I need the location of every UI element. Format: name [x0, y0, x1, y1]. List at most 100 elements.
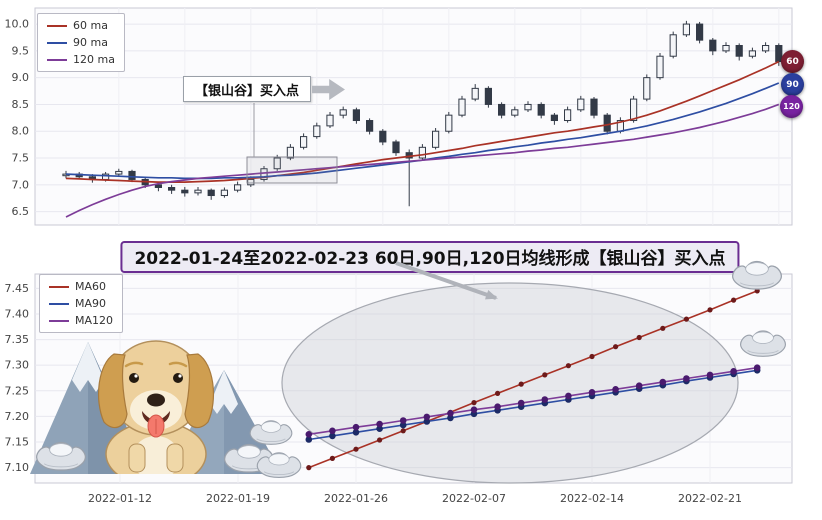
MA60-marker: [400, 428, 406, 434]
candlestick-chart: 6.5 7.0 7.5 8.0 8.5 9.0 9.5 10.0: [5, 7, 793, 226]
y-tick-label: 7.20: [5, 410, 30, 423]
MA60-marker: [542, 372, 548, 378]
MA90-marker: [399, 421, 407, 429]
MA60-line: [308, 290, 758, 469]
buy-point-annotation-text: 【银山谷】买入点: [194, 83, 299, 99]
y-tick-label: 6.5: [12, 205, 30, 218]
MA120-marker: [635, 382, 643, 389]
MA60-marker: [495, 390, 501, 396]
MA120-marker: [659, 378, 667, 386]
MA60-marker: [660, 325, 666, 331]
dog: [97, 340, 215, 474]
y-tick-label: 9.5: [12, 44, 30, 57]
legend-label: 90 ma: [73, 36, 108, 49]
MA120-marker: [352, 423, 360, 431]
legend-label: MA60: [75, 280, 107, 293]
MA60-marker: [353, 446, 359, 452]
MA120-marker: [683, 375, 690, 382]
MA60-marker: [565, 363, 572, 369]
ma90-line-swatch: [47, 41, 67, 44]
x-tick-label: 2022-02-21: [678, 492, 742, 505]
gray-pointer-arrow-icon: [395, 261, 498, 300]
legend-item: 60 ma: [47, 19, 115, 32]
ma60-badge: 60: [781, 50, 804, 73]
legend-item: MA90: [49, 297, 113, 310]
MA120-marker: [399, 417, 407, 424]
legend-item: MA120: [49, 314, 113, 327]
y-tick-label: 7.35: [5, 333, 30, 346]
y-tick-label: 7.45: [5, 282, 30, 295]
MA120-marker: [305, 431, 313, 438]
MA120-marker: [470, 406, 478, 413]
MA120-marker: [423, 413, 431, 421]
badge-label: 120: [783, 102, 800, 111]
legend-label: MA120: [75, 314, 114, 327]
ma90-badge: 90: [781, 73, 804, 96]
y-tick-label: 7.15: [5, 436, 30, 449]
silver-valley-highlight-box: [246, 156, 338, 184]
y-tick-label: 7.30: [5, 359, 30, 372]
top-plot-area: [34, 7, 793, 226]
silver-ingot-icon: [256, 452, 302, 478]
MA90-marker: [352, 429, 360, 436]
y-tick-label: 7.40: [5, 307, 30, 320]
MA60-marker: [683, 316, 690, 322]
legend-label: 120 ma: [73, 53, 115, 66]
y-tick-label: 8.0: [12, 125, 30, 138]
MA120-line: [308, 366, 758, 436]
MA120-marker: [447, 410, 454, 417]
pattern-summary-banner: 2022-01-24至2022-02-23 60日,90日,120日均线形成【银…: [120, 241, 740, 273]
ma120-badge: 120: [780, 95, 803, 118]
MA60-marker: [731, 297, 737, 303]
legend-label: MA90: [75, 297, 107, 310]
x-tick-label: 2022-02-14: [560, 492, 624, 505]
MA120-marker: [541, 396, 549, 403]
ma90-line-swatch: [49, 302, 69, 305]
MA60-marker: [329, 455, 335, 461]
pattern-highlight-ellipse: [281, 282, 739, 484]
y-tick-label: 9.0: [12, 71, 30, 84]
MA60-marker: [471, 400, 477, 406]
candlesticks: [62, 20, 783, 207]
MA120-marker: [612, 386, 619, 393]
legend-label: 60 ma: [73, 19, 108, 32]
buy-point-annotation: 【银山谷】买入点: [183, 76, 311, 102]
MA90-marker: [329, 432, 336, 440]
y-tick-label: 7.0: [12, 178, 30, 191]
MA90-marker: [447, 414, 454, 422]
MA120-marker: [706, 371, 714, 379]
MA60-marker: [306, 465, 312, 471]
y-tick-label: 10.0: [5, 18, 30, 31]
legend-item: 120 ma: [47, 53, 115, 66]
x-tick-label: 2022-02-07: [442, 492, 506, 505]
MA60-marker: [377, 437, 383, 443]
pattern-summary-text: 2022-01-24至2022-02-23 60日,90日,120日均线形成【银…: [134, 249, 726, 269]
MA90-marker: [423, 418, 431, 425]
silver-ingot-icon: [731, 260, 783, 290]
MA120-marker: [730, 368, 737, 375]
MA120-marker: [517, 399, 525, 407]
120-ma-line: [65, 103, 780, 218]
x-tick-label: 2022-01-12: [88, 492, 152, 505]
60-ma-line: [65, 60, 780, 183]
y-tick-label: 7.5: [12, 152, 30, 165]
y-tick-label: 7.25: [5, 384, 30, 397]
MA120-marker: [494, 403, 501, 410]
ma120-line-swatch: [47, 58, 67, 61]
y-tick-label: 7.10: [5, 461, 30, 474]
MA120-marker: [376, 420, 383, 428]
y-tick-label: 8.5: [12, 98, 30, 111]
MA90-marker: [305, 436, 313, 443]
MA120-marker: [329, 427, 336, 435]
MA90-line: [308, 369, 758, 441]
badge-label: 90: [786, 79, 799, 90]
bottom-chart-legend: MA60 MA90 MA120: [39, 274, 124, 333]
MA120-marker: [588, 389, 596, 396]
ma60-line-swatch: [47, 24, 67, 27]
legend-item: 90 ma: [47, 36, 115, 49]
legend-item: MA60: [49, 280, 113, 293]
x-tick-label: 2022-01-19: [206, 492, 270, 505]
MA60-marker: [613, 344, 619, 350]
MA60-marker: [518, 381, 524, 387]
